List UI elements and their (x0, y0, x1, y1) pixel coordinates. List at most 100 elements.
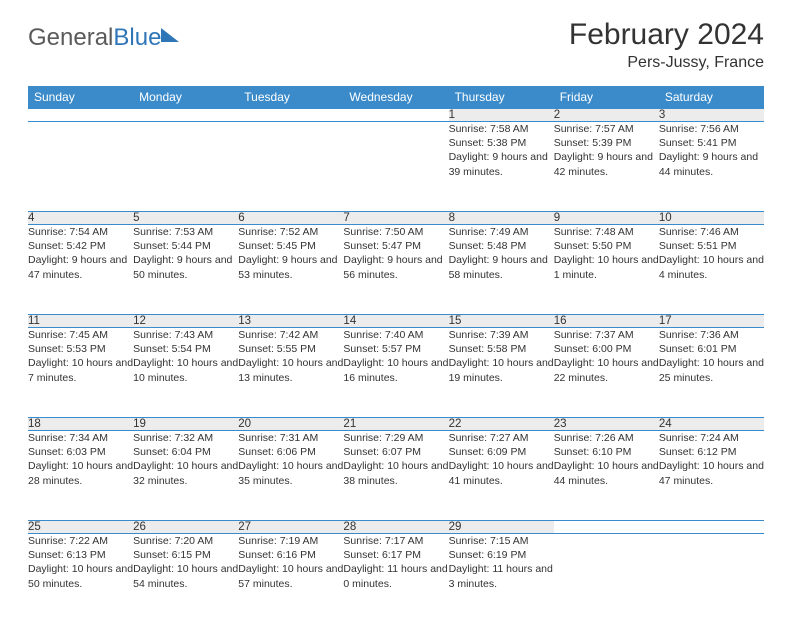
sunrise-line: Sunrise: 7:27 AM (449, 431, 554, 445)
sunset-line: Sunset: 5:51 PM (659, 239, 764, 253)
sunrise-line: Sunrise: 7:29 AM (343, 431, 448, 445)
day-detail-cell: Sunrise: 7:58 AMSunset: 5:38 PMDaylight:… (449, 122, 554, 212)
calendar-table: Sunday Monday Tuesday Wednesday Thursday… (28, 86, 764, 624)
day-number-cell: 4 (28, 212, 133, 225)
day-detail-cell: Sunrise: 7:40 AMSunset: 5:57 PMDaylight:… (343, 328, 448, 418)
sunrise-line: Sunrise: 7:54 AM (28, 225, 133, 239)
sunset-line: Sunset: 5:45 PM (238, 239, 343, 253)
weekday-header-row: Sunday Monday Tuesday Wednesday Thursday… (28, 86, 764, 109)
daynum-row: 2526272829 (28, 521, 764, 534)
day-number-cell: 3 (659, 109, 764, 122)
sunrise-line: Sunrise: 7:22 AM (28, 534, 133, 548)
daylight-line: Daylight: 10 hours and 13 minutes. (238, 356, 343, 384)
day-detail-cell: Sunrise: 7:57 AMSunset: 5:39 PMDaylight:… (554, 122, 659, 212)
col-header: Wednesday (343, 86, 448, 109)
page-title: February 2024 (569, 18, 764, 52)
day-number-cell: 28 (343, 521, 448, 534)
day-number-cell: 8 (449, 212, 554, 225)
sunset-line: Sunset: 5:41 PM (659, 136, 764, 150)
day-detail-cell: Sunrise: 7:45 AMSunset: 5:53 PMDaylight:… (28, 328, 133, 418)
day-number-cell: 9 (554, 212, 659, 225)
day-number-cell: 7 (343, 212, 448, 225)
sunset-line: Sunset: 6:13 PM (28, 548, 133, 562)
sunrise-line: Sunrise: 7:26 AM (554, 431, 659, 445)
col-header: Saturday (659, 86, 764, 109)
daylight-line: Daylight: 9 hours and 56 minutes. (343, 253, 448, 281)
brand-triangle-icon (161, 28, 179, 42)
sunrise-line: Sunrise: 7:42 AM (238, 328, 343, 342)
day-detail-cell: Sunrise: 7:19 AMSunset: 6:16 PMDaylight:… (238, 534, 343, 624)
daylight-line: Daylight: 9 hours and 53 minutes. (238, 253, 343, 281)
sunrise-line: Sunrise: 7:32 AM (133, 431, 238, 445)
day-detail-cell: Sunrise: 7:29 AMSunset: 6:07 PMDaylight:… (343, 431, 448, 521)
detail-row: Sunrise: 7:54 AMSunset: 5:42 PMDaylight:… (28, 225, 764, 315)
sunrise-line: Sunrise: 7:50 AM (343, 225, 448, 239)
day-number-cell: 6 (238, 212, 343, 225)
day-number-cell: 25 (28, 521, 133, 534)
sunset-line: Sunset: 5:53 PM (28, 342, 133, 356)
sunset-line: Sunset: 6:03 PM (28, 445, 133, 459)
brand-name: GeneralBlue (28, 24, 161, 52)
day-detail-cell: Sunrise: 7:43 AMSunset: 5:54 PMDaylight:… (133, 328, 238, 418)
sunrise-line: Sunrise: 7:34 AM (28, 431, 133, 445)
sunrise-line: Sunrise: 7:17 AM (343, 534, 448, 548)
sunset-line: Sunset: 6:06 PM (238, 445, 343, 459)
brand-name-b: Blue (113, 24, 161, 51)
day-number-cell: 17 (659, 315, 764, 328)
day-number-cell: 16 (554, 315, 659, 328)
day-detail-cell (238, 122, 343, 212)
daynum-row: 123 (28, 109, 764, 122)
daylight-line: Daylight: 9 hours and 58 minutes. (449, 253, 554, 281)
sunrise-line: Sunrise: 7:19 AM (238, 534, 343, 548)
col-header: Sunday (28, 86, 133, 109)
day-number-cell (659, 521, 764, 534)
sunrise-line: Sunrise: 7:31 AM (238, 431, 343, 445)
daynum-row: 18192021222324 (28, 418, 764, 431)
sunrise-line: Sunrise: 7:39 AM (449, 328, 554, 342)
sunset-line: Sunset: 5:58 PM (449, 342, 554, 356)
sunset-line: Sunset: 6:01 PM (659, 342, 764, 356)
day-detail-cell: Sunrise: 7:22 AMSunset: 6:13 PMDaylight:… (28, 534, 133, 624)
daylight-line: Daylight: 10 hours and 47 minutes. (659, 459, 764, 487)
daylight-line: Daylight: 9 hours and 42 minutes. (554, 150, 659, 178)
daynum-row: 45678910 (28, 212, 764, 225)
day-detail-cell: Sunrise: 7:20 AMSunset: 6:15 PMDaylight:… (133, 534, 238, 624)
day-detail-cell: Sunrise: 7:54 AMSunset: 5:42 PMDaylight:… (28, 225, 133, 315)
day-detail-cell: Sunrise: 7:37 AMSunset: 6:00 PMDaylight:… (554, 328, 659, 418)
day-number-cell: 11 (28, 315, 133, 328)
daylight-line: Daylight: 10 hours and 35 minutes. (238, 459, 343, 487)
sunset-line: Sunset: 5:42 PM (28, 239, 133, 253)
sunset-line: Sunset: 6:17 PM (343, 548, 448, 562)
sunset-line: Sunset: 5:55 PM (238, 342, 343, 356)
sunset-line: Sunset: 5:39 PM (554, 136, 659, 150)
sunrise-line: Sunrise: 7:58 AM (449, 122, 554, 136)
day-number-cell: 2 (554, 109, 659, 122)
sunset-line: Sunset: 5:54 PM (133, 342, 238, 356)
sunrise-line: Sunrise: 7:56 AM (659, 122, 764, 136)
page-header: GeneralBlue February 2024 Pers-Jussy, Fr… (28, 18, 764, 72)
daylight-line: Daylight: 10 hours and 44 minutes. (554, 459, 659, 487)
detail-row: Sunrise: 7:34 AMSunset: 6:03 PM Daylight:… (28, 431, 764, 521)
sunset-line: Sunset: 5:50 PM (554, 239, 659, 253)
daylight-line: Daylight: 9 hours and 39 minutes. (449, 150, 554, 178)
day-detail-cell: Sunrise: 7:31 AMSunset: 6:06 PMDaylight:… (238, 431, 343, 521)
daylight-line: Daylight: 9 hours and 50 minutes. (133, 253, 238, 281)
sunset-line: Sunset: 6:00 PM (554, 342, 659, 356)
day-detail-cell (28, 122, 133, 212)
sunrise-line: Sunrise: 7:49 AM (449, 225, 554, 239)
day-number-cell: 12 (133, 315, 238, 328)
daylight-line: Daylight: 10 hours and 22 minutes. (554, 356, 659, 384)
daylight-line: Daylight: 10 hours and 50 minutes. (28, 562, 133, 590)
day-detail-cell (133, 122, 238, 212)
sunset-line: Sunset: 5:48 PM (449, 239, 554, 253)
daylight-line: Daylight: 10 hours and 57 minutes. (238, 562, 343, 590)
day-number-cell: 21 (343, 418, 448, 431)
day-detail-cell: Sunrise: 7:53 AMSunset: 5:44 PMDaylight:… (133, 225, 238, 315)
daylight-line: Daylight: 10 hours and 41 minutes. (449, 459, 554, 487)
day-number-cell: 23 (554, 418, 659, 431)
sunrise-line: Sunrise: 7:48 AM (554, 225, 659, 239)
day-detail-cell: Sunrise: 7:42 AMSunset: 5:55 PMDaylight:… (238, 328, 343, 418)
day-detail-cell: Sunrise: 7:56 AMSunset: 5:41 PMDaylight:… (659, 122, 764, 212)
daylight-line: Daylight: 10 hours and 54 minutes. (133, 562, 238, 590)
day-number-cell: 15 (449, 315, 554, 328)
